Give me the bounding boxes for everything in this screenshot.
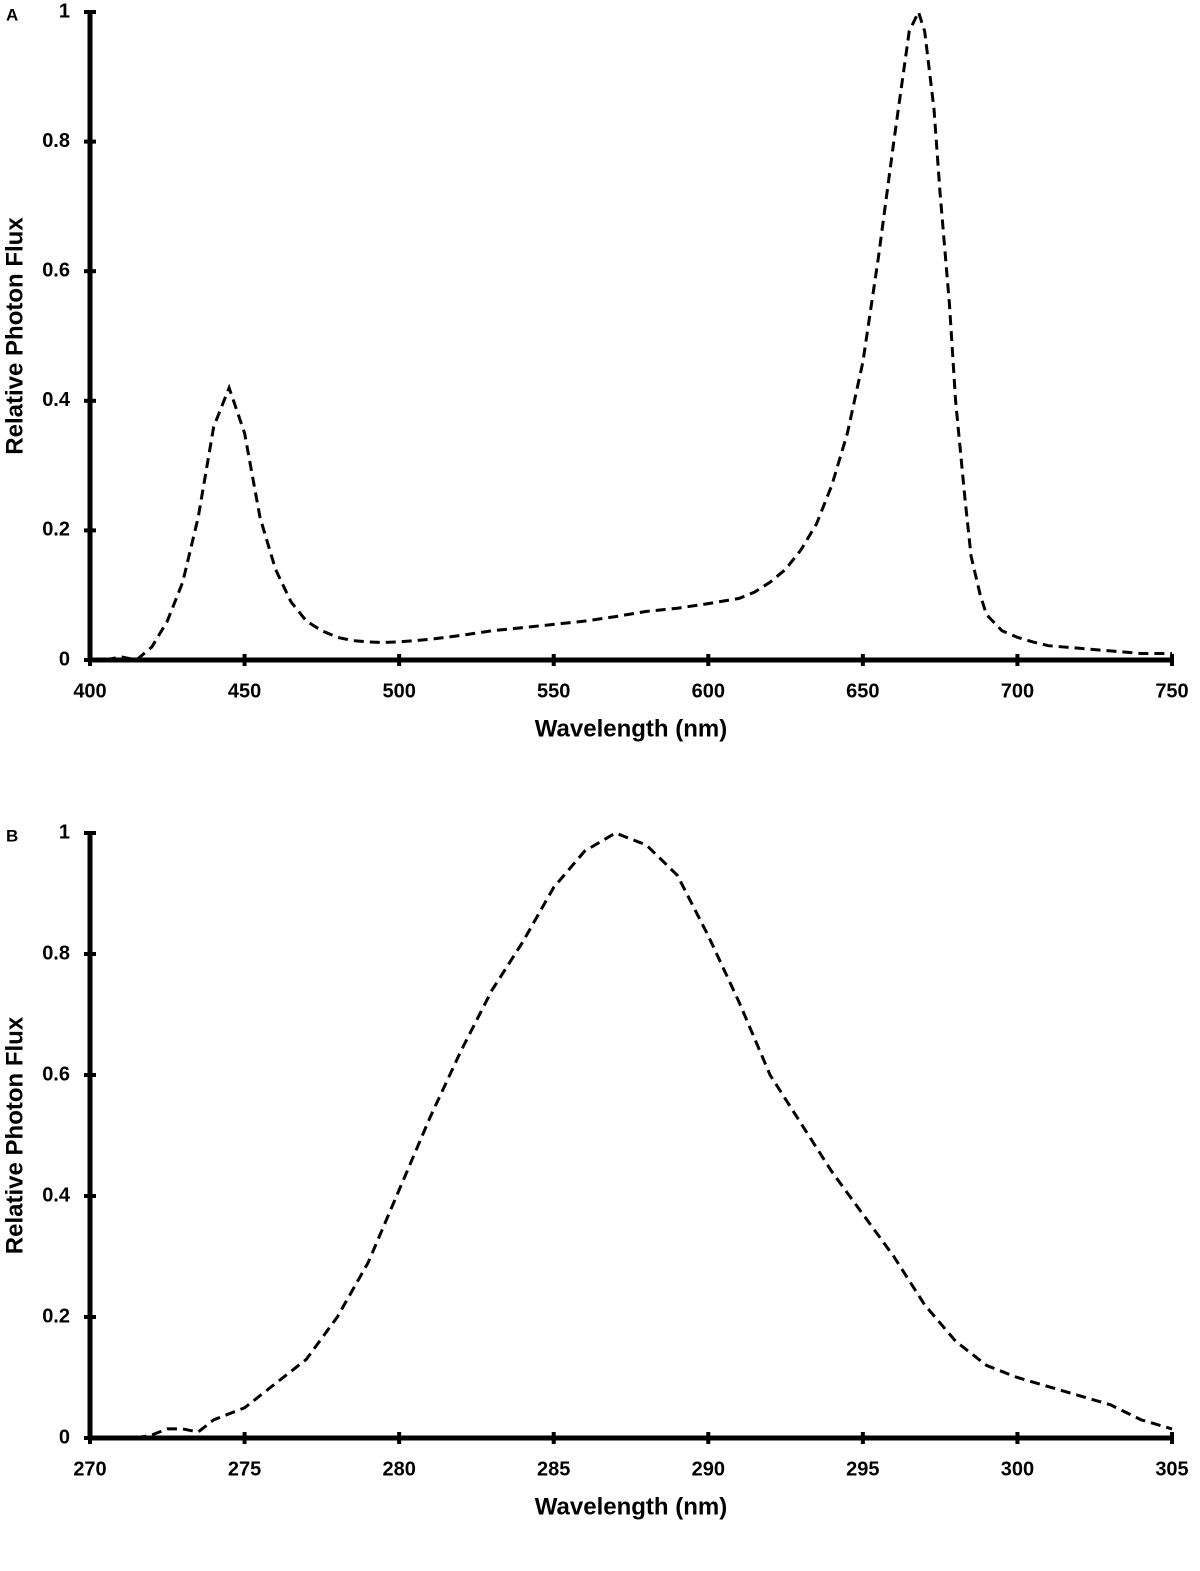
x-tick-label: 300 <box>1001 1458 1034 1480</box>
y-tick-label: 0 <box>59 1426 70 1448</box>
x-tick-label: 400 <box>73 680 106 702</box>
x-tick-label: 280 <box>382 1458 415 1480</box>
x-tick-label: 290 <box>692 1458 725 1480</box>
x-tick-label: 550 <box>537 680 570 702</box>
y-axis-title: Relative Photon Flux <box>1 1016 28 1254</box>
x-tick-label: 275 <box>228 1458 261 1480</box>
y-tick-label: 0.6 <box>42 1063 70 1085</box>
x-tick-label: 450 <box>228 680 261 702</box>
y-tick-label: 0.6 <box>42 259 70 281</box>
panel-label: A <box>6 5 18 24</box>
spectrum-line <box>90 7 1172 662</box>
x-tick-label: 295 <box>846 1458 879 1480</box>
x-tick-label: 650 <box>846 680 879 702</box>
y-tick-label: 1 <box>59 0 70 22</box>
y-tick-label: 1 <box>59 821 70 843</box>
x-tick-label: 600 <box>692 680 725 702</box>
y-tick-label: 0.4 <box>42 1184 71 1206</box>
x-axis-title: Wavelength (nm) <box>535 1493 727 1520</box>
y-tick-label: 0.8 <box>42 942 70 964</box>
panel-label: B <box>6 826 18 845</box>
spectrum-line <box>136 831 1173 1440</box>
x-tick-label: 750 <box>1155 680 1188 702</box>
x-axis-title: Wavelength (nm) <box>535 715 727 742</box>
y-tick-label: 0 <box>59 648 70 670</box>
y-axis-title: Relative Photon Flux <box>1 217 28 455</box>
x-tick-label: 500 <box>382 680 415 702</box>
y-tick-label: 0.2 <box>42 519 70 541</box>
x-tick-label: 270 <box>73 1458 106 1480</box>
x-tick-label: 285 <box>537 1458 570 1480</box>
y-tick-label: 0.8 <box>42 130 70 152</box>
x-tick-label: 305 <box>1155 1458 1188 1480</box>
y-tick-label: 0.2 <box>42 1305 70 1327</box>
x-tick-label: 700 <box>1001 680 1034 702</box>
y-tick-label: 0.4 <box>42 389 71 411</box>
